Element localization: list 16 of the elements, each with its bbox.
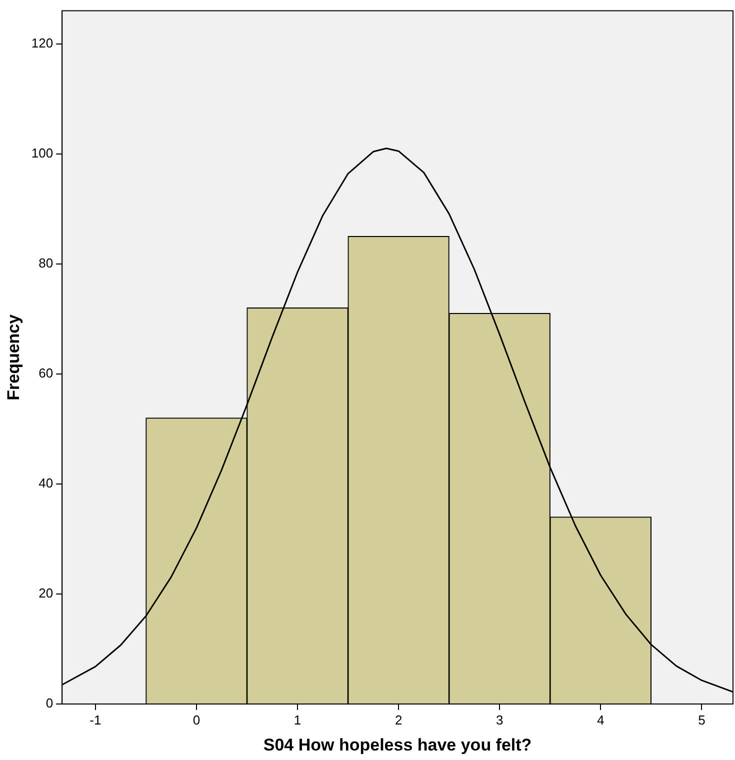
x-tick-label: 1 bbox=[294, 712, 302, 728]
y-tick-label: 80 bbox=[38, 255, 54, 270]
y-tick-label: 40 bbox=[38, 476, 54, 491]
y-tick-label: 60 bbox=[38, 365, 54, 380]
y-tick-label: 120 bbox=[31, 35, 54, 50]
x-tick-label: 0 bbox=[192, 712, 200, 728]
y-tick-label: 0 bbox=[46, 696, 54, 711]
x-tick-label: -1 bbox=[90, 712, 102, 728]
x-tick-label: 2 bbox=[394, 712, 402, 728]
y-axis-title: Frequency bbox=[4, 314, 23, 400]
y-tick-label: 20 bbox=[38, 586, 54, 601]
x-tick-label: 4 bbox=[597, 712, 604, 728]
y-tick-label: 100 bbox=[31, 145, 54, 160]
x-tick-label: 5 bbox=[698, 712, 706, 728]
x-tick-label: 3 bbox=[496, 712, 504, 728]
x-axis-title: S04 How hopeless have you felt? bbox=[263, 735, 532, 754]
